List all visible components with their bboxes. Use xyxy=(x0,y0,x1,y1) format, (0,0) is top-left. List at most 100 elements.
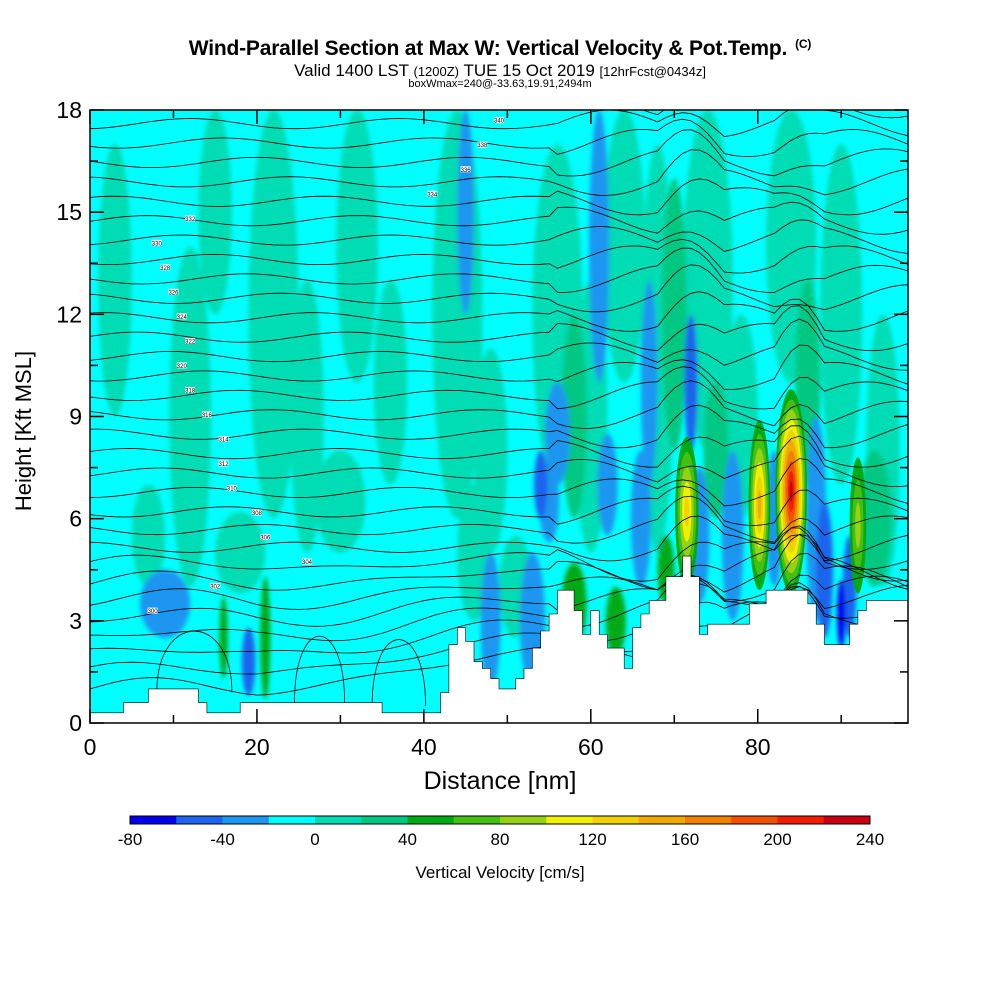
theta-label-text: 300 xyxy=(148,609,159,615)
weak-updraft xyxy=(198,110,232,315)
theta-contour xyxy=(90,485,908,526)
theta-contour xyxy=(90,110,908,138)
updraft-core xyxy=(675,436,699,587)
colorbar-swatch xyxy=(731,816,778,824)
updraft xyxy=(703,382,729,519)
downdraft xyxy=(589,110,610,383)
colorbar-swatch xyxy=(592,816,640,824)
theta-contour-label: 332 xyxy=(185,215,196,223)
theta-contour-label: 340 xyxy=(494,117,505,125)
colorbar-swatch xyxy=(638,816,686,824)
theta-label-text: 328 xyxy=(160,266,171,272)
theta-contour-label: 300 xyxy=(148,607,159,615)
weak-updraft xyxy=(98,144,132,417)
theta-label-text: 310 xyxy=(227,487,238,493)
chart-title: Wind-Parallel Section at Max W: Vertical… xyxy=(188,37,812,60)
theta-contour-label: 308 xyxy=(252,509,263,517)
theta-contour-label: 334 xyxy=(427,190,438,198)
theta-contour-label: 314 xyxy=(219,435,230,443)
downdraft xyxy=(457,110,474,315)
colorbar-tick-label: 40 xyxy=(398,830,417,849)
surface-updraft xyxy=(605,586,626,655)
chart-subtitle: Valid 1400 LST (1200Z) TUE 15 Oct 2019 [… xyxy=(294,61,706,80)
theta-contour xyxy=(90,527,908,582)
y-tick-label: 6 xyxy=(69,506,82,532)
theta-contour-label: 338 xyxy=(477,141,488,149)
theta-contour-label: 306 xyxy=(260,534,271,542)
theta-contour xyxy=(90,458,908,507)
theta-contour xyxy=(90,435,908,488)
colorbar-swatch xyxy=(823,816,871,824)
strong-downdraft xyxy=(534,450,548,519)
colorbar-tick-label: 80 xyxy=(491,830,510,849)
theta-label-text: 312 xyxy=(219,462,230,468)
axes: 0 20 40 60 80 0 3 6 9 12 15 18 xyxy=(56,97,909,760)
colorbar-tick-label: 160 xyxy=(671,830,699,849)
near-surface-contour xyxy=(156,630,233,693)
chart-subtitle-box: boxWmax=240@-33.63,19.91,2494m xyxy=(408,78,592,90)
theta-contour xyxy=(90,495,908,544)
weak-updraft xyxy=(290,280,324,553)
near-surface-contour xyxy=(371,639,426,706)
theta-contour xyxy=(90,525,908,591)
colorbar-swatch xyxy=(361,816,408,824)
updraft xyxy=(857,450,892,587)
theta-label-text: 306 xyxy=(260,536,271,542)
theta-contour-label: 312 xyxy=(219,460,230,468)
theta-contour xyxy=(90,149,908,196)
weak-updraft xyxy=(336,110,378,383)
theta-contour-label: 302 xyxy=(210,583,221,591)
strong-downdraft xyxy=(684,314,698,451)
y-tick-label: 9 xyxy=(69,404,82,430)
terrain xyxy=(90,555,908,723)
colorbar-swatch xyxy=(407,816,455,824)
theta-contour xyxy=(90,305,908,352)
strong-downdraft xyxy=(241,627,256,696)
theta-contour-label: 330 xyxy=(152,239,162,247)
colorbar-swatch xyxy=(453,816,501,824)
colorbar-tick-label: -40 xyxy=(210,830,235,849)
theta-contour xyxy=(90,318,908,371)
theta-label-text: 308 xyxy=(252,511,263,517)
colorbar-swatch xyxy=(546,816,593,824)
theta-label-text: 322 xyxy=(185,339,196,345)
colorbar-tick-label: 200 xyxy=(763,830,791,849)
y-tick-label: 3 xyxy=(69,608,82,634)
weak-updraft xyxy=(215,511,266,594)
updraft-contour xyxy=(757,490,762,520)
colorbar-swatch xyxy=(500,816,547,824)
theta-label-text: 338 xyxy=(477,143,488,149)
theta-contour xyxy=(90,219,908,254)
theta-contour-label: 336 xyxy=(461,166,472,174)
theta-label-text: 332 xyxy=(185,217,196,223)
colorbar-swatch xyxy=(315,816,362,824)
updraft-contour xyxy=(684,496,690,527)
theta-contour-label: 328 xyxy=(160,264,171,272)
theta-contour xyxy=(90,247,908,293)
theta-label-text: 304 xyxy=(302,560,313,566)
updraft-core xyxy=(775,389,808,594)
weak-updraft xyxy=(373,280,408,485)
theta-contour xyxy=(90,380,908,429)
theta-label-text: 320 xyxy=(177,364,188,370)
colorbar-swatch xyxy=(222,816,270,824)
theta-label-text: 336 xyxy=(461,168,472,174)
theta-label-text: 314 xyxy=(219,437,230,443)
weak-updraft xyxy=(169,246,212,587)
weak-updraft xyxy=(248,110,299,519)
x-tick-label: 40 xyxy=(411,734,437,760)
theta-contour xyxy=(90,201,908,235)
near-surface-contour xyxy=(294,635,345,703)
colorbar-tick-label: 0 xyxy=(310,830,319,849)
theta-contour xyxy=(90,264,908,313)
x-tick-label: 0 xyxy=(84,734,97,760)
theta-contour xyxy=(90,533,908,610)
theta-label-text: 326 xyxy=(168,290,179,296)
updraft-contour xyxy=(855,502,861,549)
theta-label-text: 316 xyxy=(202,413,213,419)
theta-contour-label: 304 xyxy=(302,558,313,566)
colorbar-swatch xyxy=(176,816,223,824)
weak-updraft xyxy=(820,144,863,485)
x-tick-label: 80 xyxy=(745,734,771,760)
x-axis-label: Distance [nm] xyxy=(423,767,577,795)
